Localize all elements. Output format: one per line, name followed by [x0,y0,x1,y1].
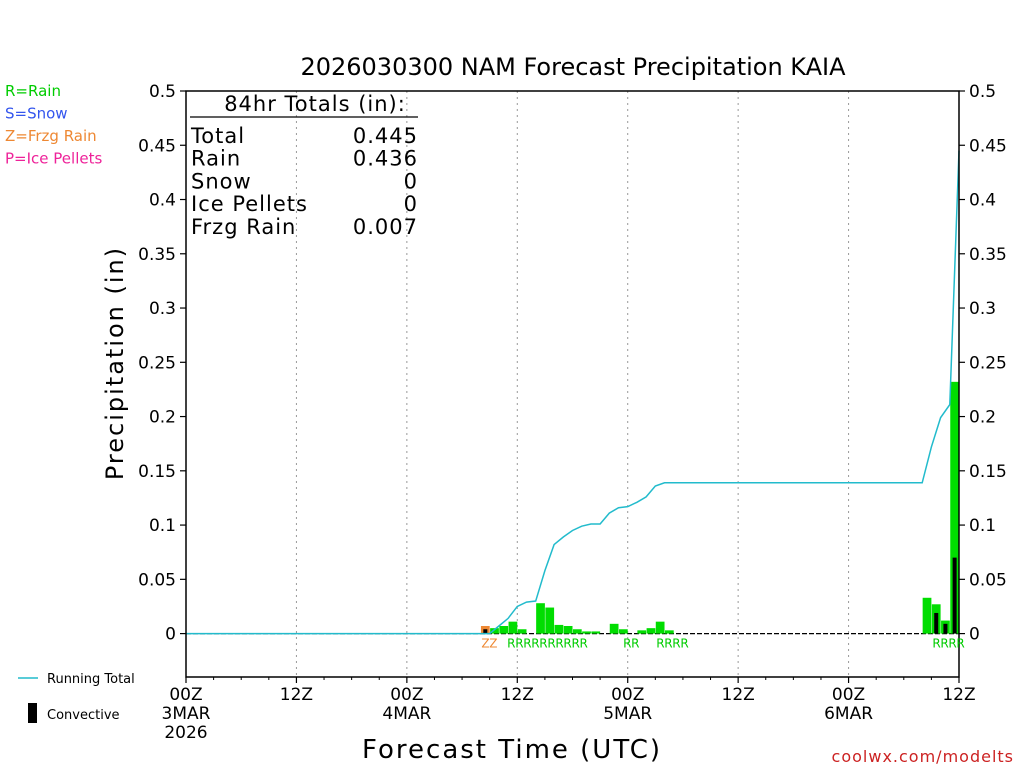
totals-row-label: Rain [191,147,241,171]
y-tick-label-right: 0.2 [969,408,996,428]
x-axis-label: Forecast Time (UTC) [362,735,662,765]
precip-type-code: RRRR [656,637,688,651]
y-tick-label-left: 0.2 [149,408,176,428]
x-tick-label: 3MAR [162,704,211,724]
totals-row-value: 0.007 [353,215,418,239]
y-tick-label-right: 0.35 [969,245,1007,265]
totals-heading: 84hr Totals (in): [224,92,406,116]
rain-bar [517,629,527,634]
running-total-legend-label: Running Total [47,672,135,687]
chart-title: 2026030300 NAM Forecast Precipitation KA… [300,53,846,81]
y-tick-label-left: 0.45 [138,136,176,156]
rain-bar [499,625,509,634]
rain-bar [637,630,647,634]
x-tick-label: 12Z [280,685,313,705]
totals-row-value: 0 [404,192,418,216]
x-tick-label: 00Z [832,685,865,705]
running-total-line [186,150,960,635]
y-tick-label-right: 0.3 [969,299,996,319]
y-tick-label-left: 0.4 [149,191,176,211]
precip-type-code: RRRRRRRRRR [507,637,587,651]
totals-row-value: 0.445 [353,124,418,148]
x-tick-label: 2026 [164,723,207,743]
totals-row-label: Total [190,124,245,148]
rain-bar [655,621,665,634]
rain-bar [582,631,591,634]
y-tick-label-left: 0.15 [138,462,176,482]
x-tick-label: 6MAR [824,704,873,724]
y-tick-label-right: 0.4 [969,191,996,211]
rain-bar [490,628,499,634]
x-tick-label: 00Z [169,685,202,705]
y-tick-label-left: 0.3 [149,299,176,319]
convective-bar [943,623,948,634]
y-tick-label-right: 0.5 [969,82,996,102]
y-tick-label-left: 0.25 [138,353,176,373]
y-axis-label: Precipitation (in) [101,246,129,480]
y-tick-label-left: 0.1 [149,516,176,536]
rain-bar [563,625,573,634]
x-tick-label: 00Z [390,685,423,705]
rain-bar [508,621,518,634]
x-tick-label: 4MAR [382,704,431,724]
y-tick-label-right: 0.15 [969,462,1007,482]
y-tick-label-right: 0.1 [969,516,996,536]
y-tick-label-left: 0.35 [138,245,176,265]
y-tick-label-left: 0.05 [138,570,176,590]
y-tick-label-right: 0.25 [969,353,1007,373]
rain-bar [554,624,564,634]
totals-row-label: Frzg Rain [191,215,296,239]
y-tick-label-right: 0.45 [969,136,1007,156]
precip-type-legend-item: P=Ice Pellets [5,150,102,168]
rain-bar [591,631,601,634]
rain-bar [545,607,555,634]
credit-text: coolwx.com/modelts [832,747,1014,766]
rain-bar [950,381,959,634]
convective-legend-swatch [28,703,37,723]
rain-bar [536,603,545,634]
rain-bar [664,630,674,634]
totals-row-value: 0.436 [353,147,418,171]
precip-type-code: ZZ [481,637,497,651]
x-tick-label: 12Z [942,685,975,705]
totals-row-label: Ice Pellets [191,192,308,216]
rain-bar [609,623,619,634]
precip-type-code: RRRR [932,637,964,651]
precip-type-legend-item: R=Rain [5,82,61,100]
plot-frame [185,90,960,678]
totals-row-label: Snow [191,169,252,193]
rain-bar [572,629,582,634]
convective-bar [483,629,488,634]
y-tick-label-right: 0 [969,625,980,645]
x-tick-label: 12Z [722,685,755,705]
rain-bar [618,629,628,634]
rain-bar [646,628,656,634]
x-tick-label: 12Z [501,685,534,705]
x-tick-label: 00Z [611,685,644,705]
precip-type-legend-item: Z=Frzg Rain [5,127,97,145]
precip-type-code: RR [623,637,639,651]
convective-bar [952,557,957,634]
y-tick-label-left: 0.5 [149,82,176,102]
convective-bar [934,612,939,634]
y-tick-label-right: 0.05 [969,570,1007,590]
convective-legend-label: Convective [47,708,120,723]
y-tick-label-left: 0 [165,625,176,645]
x-tick-label: 5MAR [603,704,652,724]
totals-row-value: 0 [404,169,418,193]
rain-bar [922,597,932,634]
precip-type-legend-item: S=Snow [5,105,68,123]
